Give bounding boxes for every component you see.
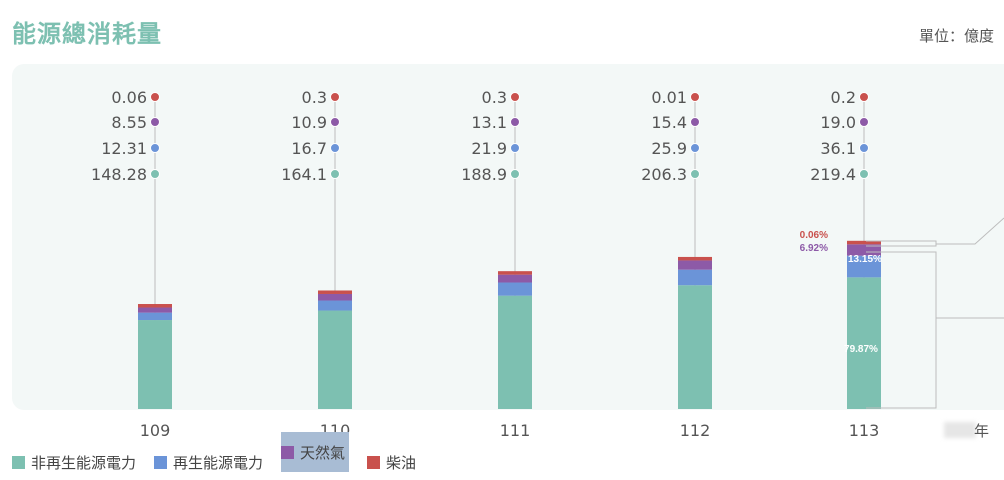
chart-title: 能源總消耗量 — [12, 20, 162, 48]
marker-natural-gas-113 — [859, 117, 869, 127]
value-label-non-renewable-110: 164.1 — [281, 165, 327, 184]
bar-renewable-109 — [138, 312, 172, 321]
bar-non-renewable-109 — [138, 320, 172, 409]
marker-renewable-112 — [690, 143, 700, 153]
value-label-non-renewable-112: 206.3 — [641, 165, 687, 184]
percent-label-natural-gas: 6.92% — [800, 243, 828, 254]
legend-swatch-non-renewable — [12, 455, 25, 469]
value-label-non-renewable-111: 188.9 — [461, 165, 507, 184]
legend-item-renewable[interactable]: 再生能源電力 — [154, 450, 263, 474]
value-label-renewable-111: 21.9 — [471, 139, 507, 158]
bar-non-renewable-110 — [318, 310, 352, 409]
value-label-diesel-110: 0.3 — [302, 88, 327, 107]
legend-item-natural-gas[interactable]: 天然氣 — [281, 432, 350, 472]
marker-natural-gas-111 — [510, 117, 520, 127]
marker-non-renewable-109 — [150, 169, 160, 179]
value-label-diesel-109: 0.06 — [111, 88, 147, 107]
unit-label: 單位：億度 — [918, 27, 994, 45]
value-label-renewable-112: 25.9 — [651, 139, 687, 158]
legend-swatch-natural-gas — [281, 445, 295, 459]
value-label-renewable-110: 16.7 — [291, 139, 327, 158]
marker-diesel-110 — [330, 92, 340, 102]
x-tick-label-112: 112 — [680, 421, 711, 440]
x-axis-year-suffix: 年 — [974, 422, 990, 440]
legend-label-renewable: 再生能源電力 — [173, 453, 264, 472]
legend-swatch-renewable — [154, 455, 168, 469]
marker-natural-gas-110 — [330, 117, 340, 127]
bar-diesel-109 — [138, 304, 172, 308]
marker-renewable-113 — [859, 143, 869, 153]
marker-diesel-112 — [690, 92, 700, 102]
marker-diesel-109 — [150, 92, 160, 102]
x-tick-label-111: 111 — [500, 421, 531, 440]
x-tick-label-113: 113 — [849, 421, 880, 440]
bar-renewable-113 — [847, 255, 881, 278]
bar-diesel-112 — [678, 256, 712, 261]
legend: 非再生能源電力 再生能源電力 天然氣 柴油 — [12, 432, 434, 474]
bar-non-renewable-113 — [847, 277, 881, 409]
percent-label-non-renewable: 79.87% — [844, 344, 878, 355]
value-label-diesel-111: 0.3 — [482, 88, 507, 107]
bar-diesel-110 — [318, 290, 352, 294]
bar-renewable-112 — [678, 269, 712, 286]
bar-renewable-110 — [318, 300, 352, 311]
percent-label-diesel: 0.06% — [800, 230, 828, 241]
bar-natural-gas-113 — [847, 244, 881, 256]
value-label-non-renewable-113: 219.4 — [810, 165, 856, 184]
bar-non-renewable-112 — [678, 285, 712, 409]
legend-item-diesel[interactable]: 柴油 — [367, 450, 416, 474]
bar-diesel-111 — [498, 271, 532, 275]
value-label-natural-gas-112: 15.4 — [651, 113, 687, 132]
percent-label-renewable: 13.15% — [848, 254, 882, 265]
value-label-natural-gas-110: 10.9 — [291, 113, 327, 132]
legend-swatch-diesel — [367, 455, 381, 469]
value-label-renewable-113: 36.1 — [820, 139, 856, 158]
marker-renewable-109 — [150, 143, 160, 153]
bracket-electricity — [866, 251, 937, 409]
marker-natural-gas-112 — [690, 117, 700, 127]
legend-item-non-renewable[interactable]: 非再生能源電力 — [12, 450, 136, 474]
value-label-diesel-112: 0.01 — [651, 88, 687, 107]
marker-natural-gas-109 — [150, 117, 160, 127]
value-label-non-renewable-109: 148.28 — [91, 165, 147, 184]
marker-renewable-111 — [510, 143, 520, 153]
value-label-diesel-113: 0.2 — [831, 88, 856, 107]
bar-diesel-113 — [847, 240, 881, 245]
marker-diesel-113 — [859, 92, 869, 102]
value-label-natural-gas-113: 19.0 — [820, 113, 856, 132]
value-label-natural-gas-109: 8.55 — [111, 113, 147, 132]
bar-natural-gas-110 — [318, 293, 352, 301]
marker-renewable-110 — [330, 143, 340, 153]
chart-svg: 148.28 12.31 8.55 0.06 109 164.1 16.7 10.9 0.3 11… — [91, 88, 1004, 440]
blurred-axis-label — [944, 422, 976, 438]
bar-natural-gas-111 — [498, 274, 532, 283]
marker-diesel-111 — [510, 92, 520, 102]
marker-non-renewable-110 — [330, 169, 340, 179]
marker-non-renewable-113 — [859, 169, 869, 179]
value-label-renewable-109: 12.31 — [101, 139, 147, 158]
x-tick-label-109: 109 — [140, 421, 171, 440]
bar-renewable-111 — [498, 282, 532, 296]
legend-label-diesel: 柴油 — [386, 453, 417, 472]
bar-non-renewable-111 — [498, 295, 532, 409]
bar-natural-gas-112 — [678, 260, 712, 270]
value-label-natural-gas-111: 13.1 — [471, 113, 507, 132]
marker-non-renewable-112 — [690, 169, 700, 179]
callout-line-upper — [936, 217, 1004, 245]
marker-non-renewable-111 — [510, 169, 520, 179]
legend-label-non-renewable: 非再生能源電力 — [31, 453, 137, 472]
legend-label-natural-gas: 天然氣 — [300, 443, 346, 462]
bar-natural-gas-109 — [138, 307, 172, 313]
